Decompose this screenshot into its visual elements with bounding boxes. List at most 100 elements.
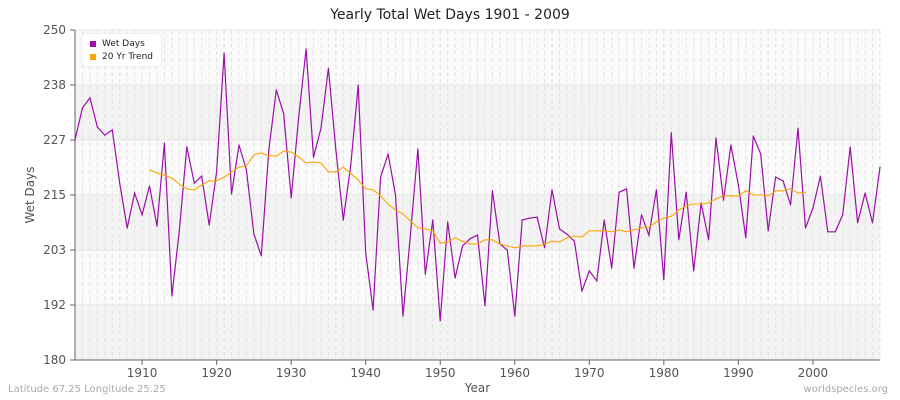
data-point xyxy=(648,226,650,228)
data-point xyxy=(484,239,486,241)
data-point xyxy=(693,270,695,272)
data-point xyxy=(439,320,441,322)
data-point xyxy=(797,192,799,194)
data-point xyxy=(387,153,389,155)
data-point xyxy=(678,209,680,211)
data-point xyxy=(394,209,397,211)
data-point xyxy=(551,240,553,242)
data-point xyxy=(536,216,538,218)
data-point xyxy=(707,239,710,241)
data-point xyxy=(611,267,613,269)
data-point xyxy=(611,231,613,233)
data-point xyxy=(208,224,210,226)
data-point xyxy=(529,217,531,219)
data-point xyxy=(789,204,792,206)
data-point xyxy=(394,194,397,196)
data-point xyxy=(432,230,434,232)
data-point xyxy=(618,191,620,193)
data-point xyxy=(186,146,188,148)
data-point xyxy=(879,166,881,168)
data-point xyxy=(223,176,225,178)
data-point xyxy=(655,189,657,191)
x-axis-label: Year xyxy=(464,381,490,395)
legend: Wet Days 20 Yr Trend xyxy=(82,34,162,66)
data-point xyxy=(864,192,866,194)
data-point xyxy=(484,305,486,307)
data-point xyxy=(618,229,620,231)
data-point xyxy=(737,195,739,197)
data-point xyxy=(469,238,471,240)
data-point xyxy=(81,107,84,109)
data-point xyxy=(715,137,717,139)
data-point xyxy=(156,172,158,174)
data-point xyxy=(253,154,255,156)
data-point xyxy=(380,195,382,197)
data-point xyxy=(230,193,233,195)
data-point xyxy=(223,52,225,54)
data-point xyxy=(216,171,218,173)
x-tick-label: 1940 xyxy=(350,366,381,380)
data-point xyxy=(342,219,344,221)
data-point xyxy=(737,184,739,186)
data-point xyxy=(305,162,307,164)
data-point xyxy=(461,245,464,247)
y-tick-label: 203 xyxy=(43,243,66,257)
data-point xyxy=(722,199,725,201)
data-point xyxy=(193,182,195,184)
data-point xyxy=(842,214,844,216)
data-point xyxy=(409,234,412,236)
data-point xyxy=(566,233,568,235)
data-point xyxy=(89,97,91,99)
data-point xyxy=(663,279,665,281)
data-point xyxy=(305,48,307,50)
x-tick-label: 1970 xyxy=(574,366,605,380)
data-point xyxy=(514,315,516,317)
data-point xyxy=(424,228,426,230)
data-point xyxy=(536,245,538,247)
data-point xyxy=(298,156,300,158)
data-point xyxy=(633,229,635,231)
data-point xyxy=(529,245,531,247)
data-point xyxy=(775,190,777,192)
data-point xyxy=(320,162,322,164)
data-point xyxy=(290,197,292,199)
data-point xyxy=(454,277,456,279)
data-point xyxy=(640,214,643,216)
data-point xyxy=(745,237,747,239)
data-point xyxy=(268,149,270,151)
data-point xyxy=(596,230,598,232)
data-point xyxy=(238,166,240,168)
data-point xyxy=(670,132,672,134)
coordinates-label: Latitude 67.25 Longitude 25.25 xyxy=(8,384,166,395)
data-point xyxy=(521,219,523,221)
data-point xyxy=(335,171,337,173)
y-tick-label: 227 xyxy=(43,133,66,147)
data-point xyxy=(372,189,374,191)
data-point xyxy=(335,149,337,151)
y-axis-label: Wet Days xyxy=(23,166,37,223)
data-point xyxy=(782,190,784,192)
data-point xyxy=(357,84,359,86)
chart-title: Yearly Total Wet Days 1901 - 2009 xyxy=(330,7,570,23)
data-point xyxy=(447,241,449,243)
data-point xyxy=(260,152,262,154)
y-tick-label: 192 xyxy=(43,298,66,312)
data-point xyxy=(312,156,315,158)
data-point xyxy=(693,203,695,205)
data-point xyxy=(819,175,821,177)
data-point xyxy=(767,230,769,232)
data-point xyxy=(327,171,330,173)
data-point xyxy=(268,155,270,157)
data-point xyxy=(804,227,807,229)
data-point xyxy=(491,190,494,192)
data-point xyxy=(543,243,546,245)
data-point xyxy=(655,221,657,223)
data-point xyxy=(514,247,516,249)
legend-swatch xyxy=(90,40,96,47)
data-point xyxy=(715,198,717,200)
data-point xyxy=(551,189,553,191)
data-point xyxy=(409,220,412,222)
trend-points xyxy=(148,150,807,249)
data-point xyxy=(543,247,546,249)
